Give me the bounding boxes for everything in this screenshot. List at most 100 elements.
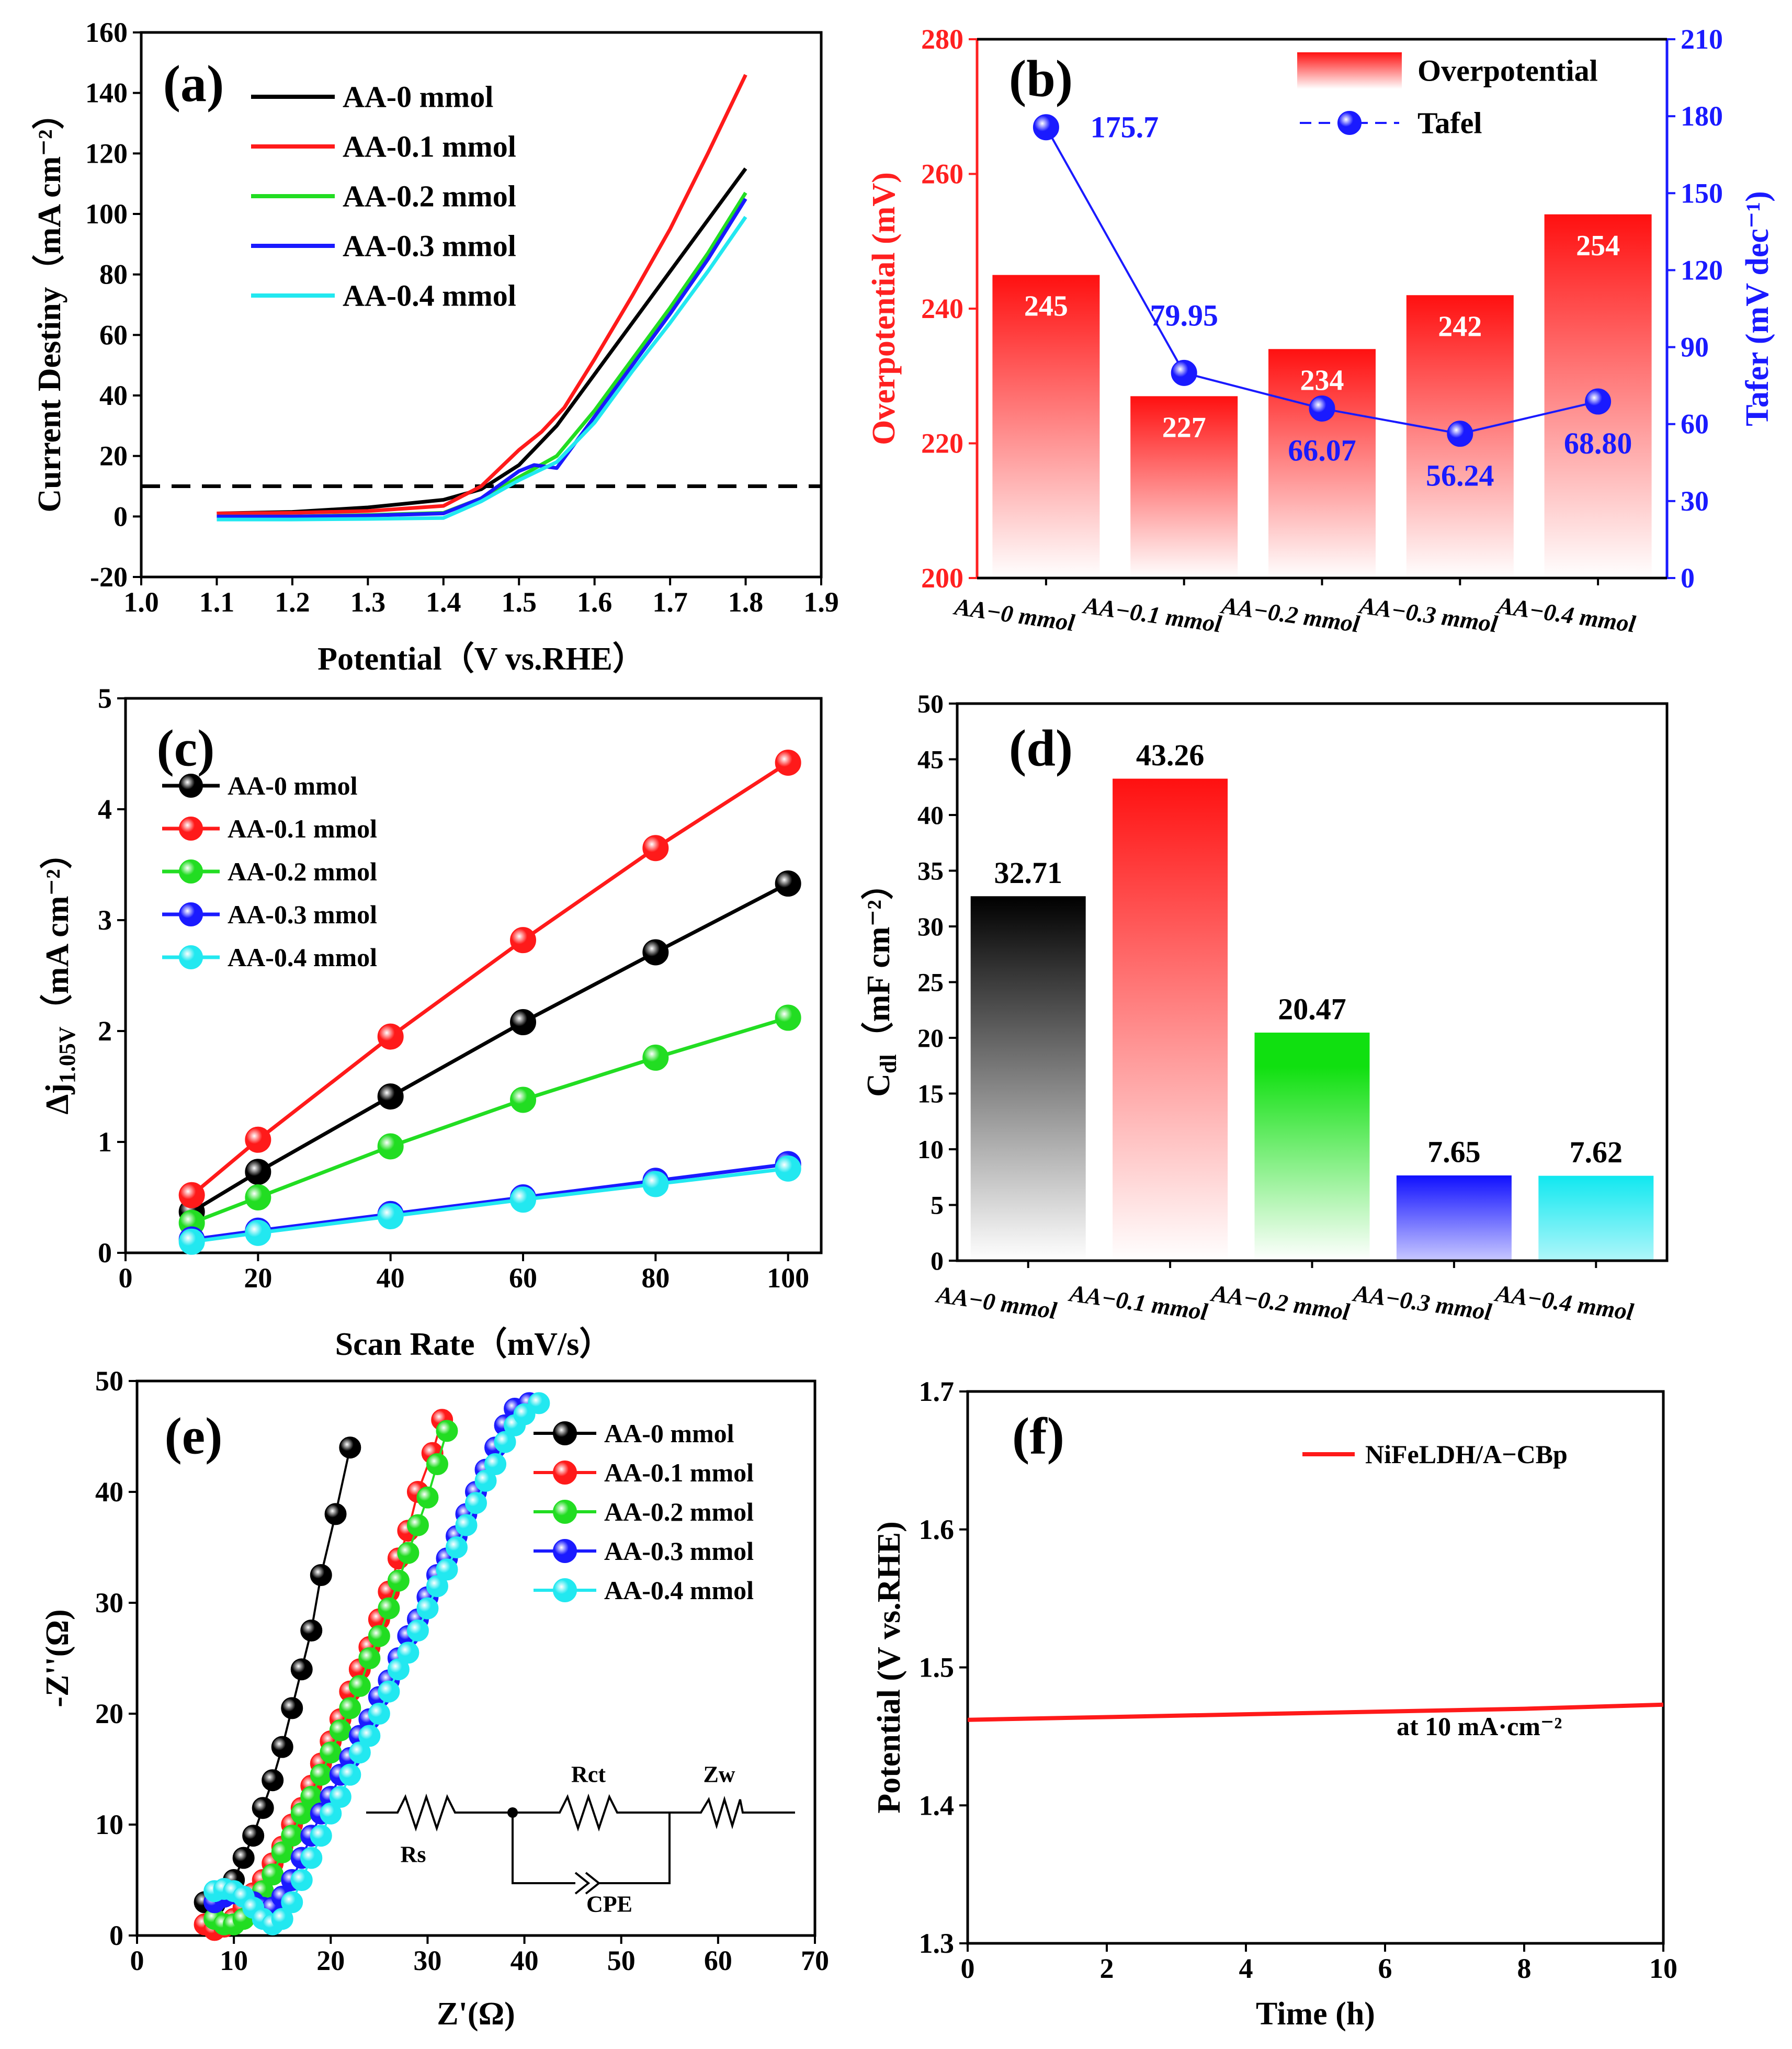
cdl-point — [642, 1044, 669, 1071]
x-tick-label: 1.7 — [652, 586, 688, 618]
x-tick-label: 40 — [377, 1262, 405, 1294]
lsv-curve-AA-0.4 — [217, 216, 747, 522]
cdl-bar — [1396, 1175, 1512, 1261]
eis-point — [397, 1642, 419, 1664]
y-tick-label: 20 — [917, 1023, 944, 1052]
eis-point — [324, 1503, 347, 1525]
x-tick-label: 60 — [704, 1945, 732, 1976]
eis-point — [271, 1908, 293, 1930]
x-tick-label: 80 — [641, 1262, 670, 1294]
y-tick-label: 5 — [931, 1191, 944, 1220]
y-axis-title-main: Δj — [40, 1083, 75, 1115]
inset-label-cpe: CPE — [586, 1892, 632, 1917]
cdl-point — [642, 835, 669, 862]
y-tick-label: 220 — [921, 428, 963, 459]
eis-point — [426, 1453, 448, 1475]
legend-marker — [553, 1421, 577, 1445]
panel-c: 0 20 40 60 80 100 0 1 2 3 4 5 (c) AA-0 mmol AA-0.1 mmo… — [39, 683, 823, 1362]
y-tick-label: 20 — [95, 1698, 123, 1729]
legend-label: AA-0.1 mmol — [604, 1458, 754, 1487]
y-axis-title: Cdl（mF cm⁻²） — [860, 867, 901, 1097]
y-axis-title: Current Destiny（mA cm⁻²） — [31, 97, 67, 512]
cdl-bar — [1254, 1032, 1370, 1261]
y-tick-label: 5 — [98, 683, 112, 714]
cdl-point — [642, 939, 669, 966]
legend-label: AA-0.1 mmol — [343, 130, 516, 164]
legend-marker — [179, 859, 203, 884]
y-tick-label: 40 — [95, 1476, 123, 1508]
eis-point — [455, 1514, 478, 1536]
y-tick-label: 80 — [99, 259, 128, 290]
plot-frame-f — [966, 1390, 1665, 1945]
inset-label-rct: Rct — [571, 1762, 606, 1787]
tafel-point — [1585, 388, 1612, 415]
x-axis-title: Z'(Ω) — [437, 1996, 515, 2032]
y-tick-label: 0 — [114, 501, 128, 532]
cdl-point — [178, 1182, 205, 1208]
x-tick-label: 30 — [413, 1945, 441, 1976]
legend-label: AA-0 mmol — [228, 771, 358, 800]
cdl-point — [245, 1184, 271, 1210]
lsv-curve-AA-0 — [217, 167, 747, 516]
legend-label: AA-0.3 mmol — [604, 1536, 754, 1566]
category-label: AA−0.2 mmol — [1208, 1280, 1351, 1326]
y-tick-label: 35 — [917, 856, 944, 886]
cdl-line-AA-0.1 — [190, 761, 789, 1197]
y-tick-label: 120 — [85, 138, 128, 169]
x-axis-title: Potential（V vs.RHE） — [317, 640, 645, 677]
cdl-value-label: 7.62 — [1570, 1135, 1623, 1169]
plot-frame-a — [140, 31, 823, 579]
eis-point — [416, 1486, 439, 1509]
legend-label: AA-0 mmol — [343, 80, 493, 114]
cdl-bar — [1538, 1175, 1654, 1261]
y-axis-title-unit: （mF cm⁻²） — [860, 867, 897, 1054]
eis-point — [262, 1769, 284, 1792]
x-tick-label: 40 — [511, 1945, 539, 1976]
y-tick-label: 1.4 — [919, 1790, 955, 1821]
lsv-curve-AA-0.3 — [217, 198, 747, 518]
panel-label-f: (f) — [1012, 1407, 1064, 1465]
tafel-point — [1309, 395, 1335, 422]
panel-label-c: (c) — [157, 719, 215, 777]
legend-marker — [179, 774, 203, 798]
legend-label: AA-0.2 mmol — [228, 857, 377, 886]
legend-marker — [179, 902, 203, 926]
cdl-point — [642, 1171, 669, 1197]
eis-point — [281, 1891, 303, 1914]
tafel-point — [1447, 421, 1473, 447]
y-tick-label: 0 — [98, 1237, 112, 1269]
cdl-bar — [970, 896, 1086, 1261]
cpe-wire-left — [512, 1813, 575, 1884]
eis-point — [528, 1392, 550, 1414]
legend-marker — [553, 1578, 577, 1602]
eis-point — [300, 1847, 323, 1869]
category-label: AA−0.4 mmol — [1494, 592, 1637, 638]
equivalent-circuit-inset: Rs Rct Zw CPE — [366, 1762, 795, 1917]
legend-label: AA-0.3 mmol — [343, 229, 516, 263]
x-tick-label: 6 — [1378, 1953, 1392, 1984]
y-tick-label: 30 — [95, 1587, 123, 1618]
eis-point — [271, 1736, 293, 1758]
eis-point — [368, 1703, 390, 1725]
y-tick-label: 25 — [917, 968, 944, 997]
y-axis-title: -Z''(Ω) — [40, 1609, 75, 1707]
y-tick-label: 1 — [98, 1126, 112, 1158]
eis-point — [310, 1825, 332, 1847]
legend-label: AA-0.1 mmol — [228, 814, 377, 843]
y-tick-label: 180 — [1681, 100, 1723, 132]
y-axis-title: Potential (V vs.RHE) — [871, 1521, 907, 1814]
x-tick-label: 1.5 — [501, 586, 537, 618]
y-tick-label: -20 — [90, 561, 128, 593]
y-tick-label: 1.5 — [919, 1652, 955, 1683]
legend-marker — [553, 1539, 577, 1563]
y-tick-label: 3 — [98, 904, 112, 936]
cdl-point — [377, 1023, 404, 1050]
legend-label: AA-0 mmol — [604, 1419, 734, 1448]
category-label: AA−0.2 mmol — [1218, 592, 1361, 638]
eis-point — [262, 1863, 284, 1886]
eis-point — [484, 1453, 507, 1475]
eis-point — [339, 1697, 361, 1719]
overpotential-label: 227 — [1162, 411, 1206, 444]
eis-point — [329, 1786, 351, 1808]
eis-point — [378, 1680, 400, 1703]
